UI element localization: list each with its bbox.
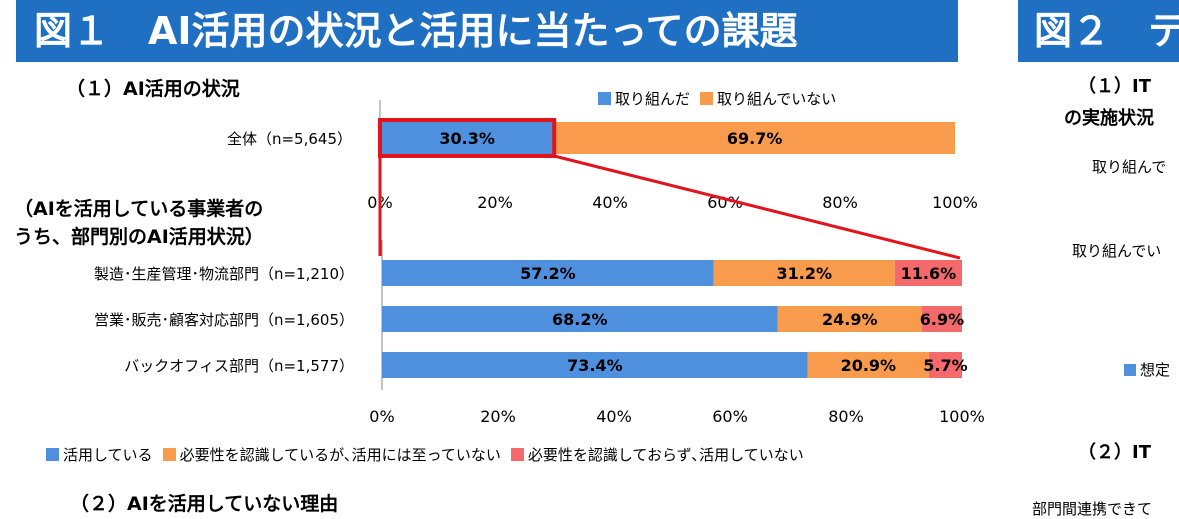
right-label2: 取り組んでい — [1072, 242, 1162, 260]
legend-label-aware-not-using: 必要性を認識しているが､活用には至っていない — [179, 446, 501, 464]
highlight-box — [378, 118, 557, 158]
chart1-bar-segment — [380, 122, 555, 154]
chart2-legend: 活用している 必要性を認識しているが､活用には至っていない 必要性を認識しておら… — [46, 444, 814, 465]
legend-swatch-orange — [162, 448, 176, 461]
chart1-tick-label: 40% — [592, 193, 628, 212]
chart2-data-label: 68.2% — [552, 310, 608, 329]
right-label1: 取り組んで — [1092, 158, 1167, 176]
legend-item-aware-not-using: 必要性を認識しているが､活用には至っていない — [162, 444, 501, 465]
section2-title: （２）AIを活用していない理由 — [70, 493, 339, 515]
right-heading1-line1: （１）IT — [1078, 76, 1151, 97]
legend-swatch-orange — [700, 92, 714, 105]
legend-label-not-done: 取り組んでいない — [717, 90, 837, 108]
chart2-bar-segment — [713, 260, 895, 286]
right-legend: 想定 — [1124, 359, 1179, 380]
figure2-title-banner: 図２ テ — [1018, 0, 1179, 62]
legend-item-using: 活用している — [46, 444, 153, 465]
chart2-bar-segment — [382, 306, 778, 332]
chart1-legend: 取り組んだ 取り組んでいない — [598, 88, 846, 109]
legend-swatch-blue — [46, 448, 59, 461]
chart2-tick-label: 0% — [369, 407, 394, 426]
legend-label-done: 取り組んだ — [615, 90, 691, 108]
legend-label-using: 活用している — [63, 446, 153, 464]
chart2-tick-label: 40% — [596, 407, 632, 426]
chart2-data-label: 6.9% — [920, 310, 964, 329]
right-heading1-line2: の実施状況 — [1064, 108, 1154, 129]
legend-item-not-done: 取り組んでいない — [700, 88, 836, 109]
chart2-data-label: 11.6% — [901, 264, 957, 283]
connector-line-right — [553, 154, 961, 260]
chart1-bar-segment — [554, 122, 955, 154]
chart2-data-label: 73.4% — [567, 356, 623, 375]
right-heading2: （２）IT — [1078, 442, 1151, 463]
legend-swatch-red — [510, 448, 524, 461]
right-legend-swatch — [1124, 363, 1136, 376]
chart1-data-label: 30.3% — [439, 129, 495, 148]
chart2-data-label: 20.9% — [841, 356, 897, 375]
chart2-tick-label: 20% — [480, 407, 516, 426]
chart1-data-label: 69.7% — [727, 129, 783, 148]
chart2-category-label: バックオフィス部門（n=1,577） — [124, 357, 354, 375]
chart2-bar-segment — [928, 352, 962, 378]
chart2-bar-segment — [921, 306, 962, 332]
chart2-bar-segment — [807, 352, 929, 378]
chart2-category-label: 営業･販売･顧客対応部門（n=1,605） — [94, 311, 354, 329]
chart2-data-label: 31.2% — [776, 264, 832, 283]
section1-subtitle-line2: うち、部門別のAI活用状況） — [14, 226, 264, 248]
legend-item-unaware-not-using: 必要性を認識しておらず､活用していない — [510, 444, 804, 465]
chart2-bar-segment — [382, 260, 714, 286]
chart2-bar-segment — [894, 260, 962, 286]
legend-item-done: 取り組んだ — [598, 88, 690, 109]
chart2-data-label: 24.9% — [822, 310, 878, 329]
chart1-category-label: 全体（n=5,645） — [227, 130, 352, 148]
chart2-bar-segment — [777, 306, 922, 332]
chart2-data-label: 5.7% — [923, 356, 967, 375]
figure1-title-banner: 図１ AI活用の状況と活用に当たっての課題 — [16, 0, 958, 62]
right-legend-label: 想定 — [1140, 361, 1171, 379]
chart1-tick-label: 100% — [932, 193, 978, 212]
chart2-tick-label: 60% — [712, 407, 748, 426]
chart2-bar-segment — [382, 352, 808, 378]
section1-title: （１）AI活用の状況 — [66, 78, 240, 100]
legend-label-unaware-not-using: 必要性を認識しておらず､活用していない — [527, 446, 804, 464]
chart2-category-label: 製造･生産管理･物流部門（n=1,210） — [94, 265, 354, 283]
chart2-tick-label: 100% — [939, 407, 985, 426]
section1-subtitle-line1: （AIを活用している事業者の — [14, 198, 264, 220]
legend-swatch-blue — [598, 92, 611, 105]
chart2-data-label: 57.2% — [520, 264, 576, 283]
chart1-tick-label: 20% — [477, 193, 513, 212]
chart1-tick-label: 80% — [822, 193, 858, 212]
chart2-tick-label: 80% — [828, 407, 864, 426]
